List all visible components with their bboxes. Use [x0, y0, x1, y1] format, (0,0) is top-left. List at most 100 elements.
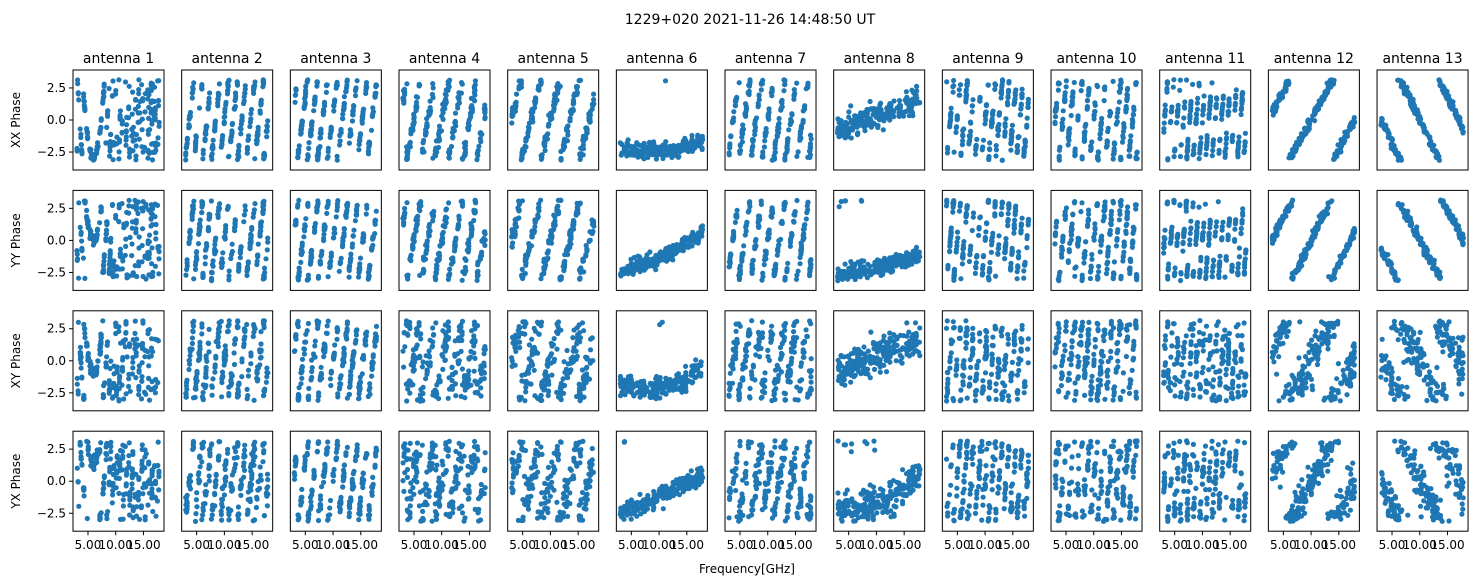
data-point: [552, 101, 558, 107]
data-point: [443, 220, 449, 226]
data-point: [1117, 82, 1123, 88]
data-point: [661, 144, 667, 150]
data-point: [136, 77, 142, 83]
data-point: [760, 77, 766, 83]
data-point: [404, 81, 410, 87]
data-point: [529, 106, 535, 112]
data-point: [835, 266, 841, 272]
data-point: [116, 139, 122, 145]
data-point: [906, 104, 912, 110]
data-point: [90, 242, 96, 248]
data-point: [836, 204, 842, 210]
data-point: [759, 154, 765, 160]
data-point: [1055, 87, 1061, 93]
data-point: [146, 255, 152, 261]
data-point: [1276, 95, 1282, 101]
data-point: [970, 210, 977, 216]
data-point: [225, 154, 232, 160]
data-point: [1423, 129, 1429, 135]
data-point: [366, 275, 372, 281]
data-point: [261, 273, 267, 279]
data-point: [584, 246, 590, 252]
data-point: [434, 266, 440, 272]
data-point: [325, 154, 331, 160]
data-point: [116, 156, 122, 162]
data-point: [1161, 126, 1167, 132]
data-point: [321, 224, 327, 230]
data-point: [990, 108, 996, 114]
data-point: [1337, 142, 1343, 148]
data-point: [727, 141, 733, 147]
data-point: [105, 113, 111, 119]
data-point: [1225, 112, 1231, 118]
data-point: [354, 206, 360, 212]
data-point: [462, 256, 468, 262]
data-point: [220, 250, 226, 256]
data-point: [1015, 254, 1022, 260]
data-point: [1238, 105, 1245, 111]
data-point: [861, 258, 867, 264]
data-point: [404, 200, 410, 206]
data-point: [210, 137, 216, 143]
data-point: [960, 251, 966, 257]
data-point: [689, 132, 695, 139]
data-point: [229, 131, 235, 137]
data-point: [1212, 115, 1219, 121]
data-point: [1025, 219, 1031, 225]
data-point: [236, 261, 242, 267]
data-point: [302, 100, 308, 107]
data-point: [622, 148, 628, 154]
data-point: [950, 209, 956, 215]
data-point: [995, 251, 1001, 257]
data-point: [1024, 122, 1030, 128]
data-point: [987, 147, 993, 153]
data-point: [136, 136, 142, 142]
data-point: [842, 261, 848, 267]
data-point: [1005, 211, 1011, 217]
data-point: [964, 78, 970, 84]
data-point: [954, 115, 960, 121]
data-point: [1396, 77, 1402, 83]
data-point: [242, 86, 248, 92]
data-point: [155, 103, 162, 109]
data-point: [1098, 119, 1104, 126]
data-point: [1005, 102, 1011, 108]
y-tick-label: −2.5: [37, 265, 66, 279]
data-point: [778, 105, 784, 111]
data-point: [459, 203, 466, 209]
data-point: [864, 275, 871, 281]
data-point: [509, 244, 515, 250]
data-point: [252, 79, 258, 85]
data-point: [149, 121, 155, 127]
data-point: [133, 132, 139, 138]
data-point: [423, 241, 429, 248]
data-point: [456, 96, 462, 102]
data-point: [443, 92, 449, 98]
data-point: [446, 200, 452, 206]
data-point: [1110, 152, 1116, 158]
data-point: [1021, 268, 1027, 274]
data-point: [324, 210, 330, 216]
data-point: [471, 89, 477, 96]
data-point: [948, 110, 954, 116]
data-point: [980, 144, 986, 150]
scatter-points: [617, 78, 706, 162]
data-point: [896, 98, 903, 104]
data-point: [140, 149, 146, 155]
data-point: [411, 119, 417, 125]
data-point: [736, 80, 742, 86]
data-point: [1209, 80, 1215, 86]
data-point: [989, 242, 995, 248]
data-point: [305, 202, 311, 208]
data-point: [1070, 89, 1076, 95]
data-point: [255, 252, 261, 258]
data-point: [237, 249, 243, 255]
data-point: [212, 123, 218, 129]
data-point: [254, 261, 260, 268]
data-point: [232, 97, 238, 104]
data-point: [973, 264, 979, 270]
data-point: [193, 255, 200, 261]
data-point: [1242, 143, 1248, 149]
data-point: [763, 256, 769, 262]
data-point: [969, 109, 975, 115]
